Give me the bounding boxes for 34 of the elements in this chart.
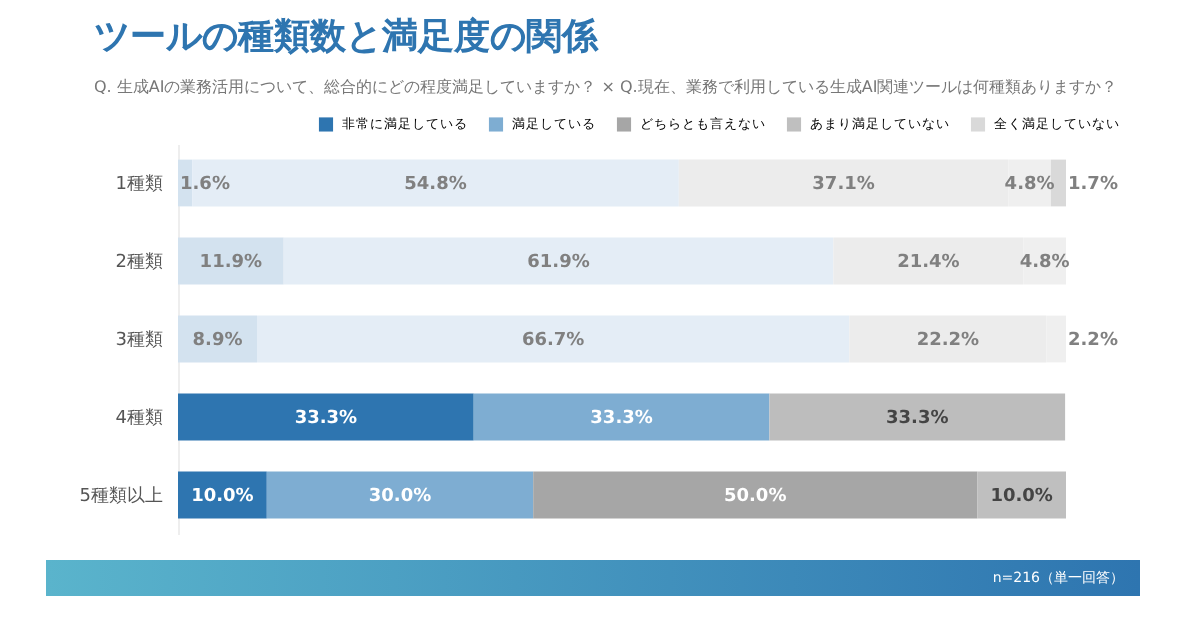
bar (473, 393, 770, 441)
y-tick-label: 2種類 (115, 251, 163, 273)
data-label: 30.0% (368, 487, 432, 507)
data-label: 66.7% (521, 331, 585, 351)
bar (769, 393, 1066, 441)
data-label: 10.0% (191, 487, 254, 507)
data-label: 61.9% (527, 253, 590, 273)
data-label: 2.2% (1068, 331, 1118, 351)
bar (533, 471, 978, 519)
y-tick-label: 5種類以上 (79, 485, 163, 507)
y-tick-label: 3種類 (115, 329, 163, 351)
data-label: 8.9% (192, 331, 243, 351)
data-label: 1.7% (1068, 175, 1118, 195)
data-label: 11.9% (199, 253, 263, 273)
chart-subtitle: Q. 生成AIの業務活用について、総合的にどの程度満足していますか？ × Q.現在、業務で利用している生成AI関連ツールは何種類ありますか？ (94, 76, 1118, 98)
bar (266, 471, 534, 519)
chart-title: ツールの種類数と満足度の関係 (94, 14, 598, 60)
bar (1050, 159, 1066, 207)
bar (178, 393, 474, 441)
data-label: 4.8% (1004, 175, 1055, 195)
data-label: 33.3% (886, 409, 949, 429)
data-label: 33.3% (590, 409, 653, 429)
data-label: 37.1% (812, 175, 875, 195)
data-label: 10.0% (990, 487, 1053, 507)
data-label: 50.0% (723, 487, 787, 507)
data-label: 1.6% (180, 175, 230, 195)
data-label: 54.8% (404, 175, 467, 195)
y-tick-label: 4種類 (115, 407, 163, 429)
data-label: 22.2% (916, 331, 980, 351)
data-label: 4.8% (1019, 253, 1070, 273)
bar (178, 237, 284, 285)
y-tick-label: 1種類 (115, 173, 163, 195)
data-label: 33.3% (294, 409, 358, 429)
data-label: 21.4% (897, 253, 960, 273)
